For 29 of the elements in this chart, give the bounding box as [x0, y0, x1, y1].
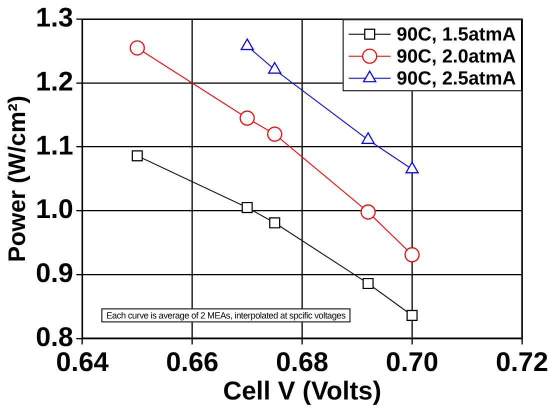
point	[267, 126, 282, 142]
x-tick-label: 0.72	[496, 347, 548, 378]
point	[130, 40, 145, 56]
y-tick-label: 1.2	[36, 66, 74, 96]
legend-label: 90C, 1.5atmA	[396, 24, 516, 46]
point	[268, 62, 282, 74]
point	[240, 38, 254, 50]
point	[240, 110, 255, 126]
point	[242, 202, 253, 214]
annotation: Each curve is average of 2 MEAs, interpolated at spcific voltages	[106, 310, 346, 320]
legend-label: 90C, 2.0atmA	[396, 46, 516, 68]
point	[405, 162, 419, 174]
y-tick-label: 1.3	[36, 2, 74, 33]
point	[269, 217, 280, 228]
point	[132, 150, 143, 162]
point	[362, 278, 374, 290]
y-tick-label: 0.9	[36, 258, 74, 288]
y-axis-title: Power (W/cm²)	[4, 95, 32, 262]
x-tick-label: 0.66	[166, 347, 219, 378]
x-tick-label: 0.70	[386, 347, 438, 378]
point	[406, 310, 418, 321]
point	[360, 204, 376, 220]
y-tick-label: 1.1	[36, 130, 74, 160]
legend-label: 90C, 2.5atmA	[396, 68, 516, 90]
y-tick-label: 1.0	[36, 194, 74, 224]
point	[404, 247, 420, 262]
point	[361, 132, 375, 144]
x-tick-label: 0.68	[276, 347, 328, 378]
x-axis-title: Cell V (Volts)	[222, 376, 382, 406]
